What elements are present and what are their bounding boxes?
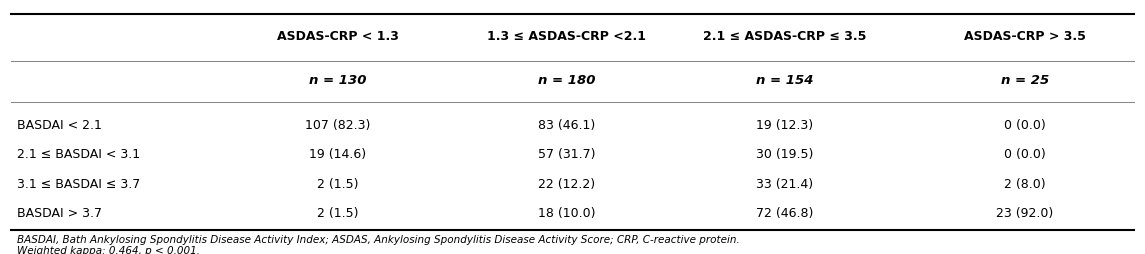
Text: Weighted kappa: 0.464, p < 0.001.: Weighted kappa: 0.464, p < 0.001. xyxy=(17,246,200,254)
Text: 2 (1.5): 2 (1.5) xyxy=(317,207,358,220)
Text: 2 (8.0): 2 (8.0) xyxy=(1004,178,1045,191)
Text: 19 (14.6): 19 (14.6) xyxy=(309,148,366,162)
Text: 0 (0.0): 0 (0.0) xyxy=(1004,119,1045,132)
Text: 83 (46.1): 83 (46.1) xyxy=(538,119,595,132)
Text: n = 180: n = 180 xyxy=(538,73,595,87)
Text: BASDAI < 2.1: BASDAI < 2.1 xyxy=(17,119,102,132)
Text: 2.1 ≤ ASDAS-CRP ≤ 3.5: 2.1 ≤ ASDAS-CRP ≤ 3.5 xyxy=(703,30,866,43)
Text: 3.1 ≤ BASDAI ≤ 3.7: 3.1 ≤ BASDAI ≤ 3.7 xyxy=(17,178,141,191)
Text: 72 (46.8): 72 (46.8) xyxy=(756,207,813,220)
Text: 18 (10.0): 18 (10.0) xyxy=(538,207,595,220)
Text: BASDAI > 3.7: BASDAI > 3.7 xyxy=(17,207,102,220)
Text: 2 (1.5): 2 (1.5) xyxy=(317,178,358,191)
Text: BASDAI, Bath Ankylosing Spondylitis Disease Activity Index; ASDAS, Ankylosing Sp: BASDAI, Bath Ankylosing Spondylitis Dise… xyxy=(17,235,740,245)
Text: 22 (12.2): 22 (12.2) xyxy=(538,178,595,191)
Text: ASDAS-CRP < 1.3: ASDAS-CRP < 1.3 xyxy=(277,30,398,43)
Text: 57 (31.7): 57 (31.7) xyxy=(538,148,595,162)
Text: n = 25: n = 25 xyxy=(1001,73,1049,87)
Text: n = 154: n = 154 xyxy=(756,73,813,87)
Text: 33 (21.4): 33 (21.4) xyxy=(756,178,813,191)
Text: 30 (19.5): 30 (19.5) xyxy=(756,148,813,162)
Text: 1.3 ≤ ASDAS-CRP <2.1: 1.3 ≤ ASDAS-CRP <2.1 xyxy=(488,30,646,43)
Text: 23 (92.0): 23 (92.0) xyxy=(996,207,1053,220)
Text: 107 (82.3): 107 (82.3) xyxy=(305,119,371,132)
Text: 0 (0.0): 0 (0.0) xyxy=(1004,148,1045,162)
Text: 2.1 ≤ BASDAI < 3.1: 2.1 ≤ BASDAI < 3.1 xyxy=(17,148,141,162)
Text: n = 130: n = 130 xyxy=(309,73,366,87)
Text: 19 (12.3): 19 (12.3) xyxy=(756,119,813,132)
Text: ASDAS-CRP > 3.5: ASDAS-CRP > 3.5 xyxy=(964,30,1085,43)
